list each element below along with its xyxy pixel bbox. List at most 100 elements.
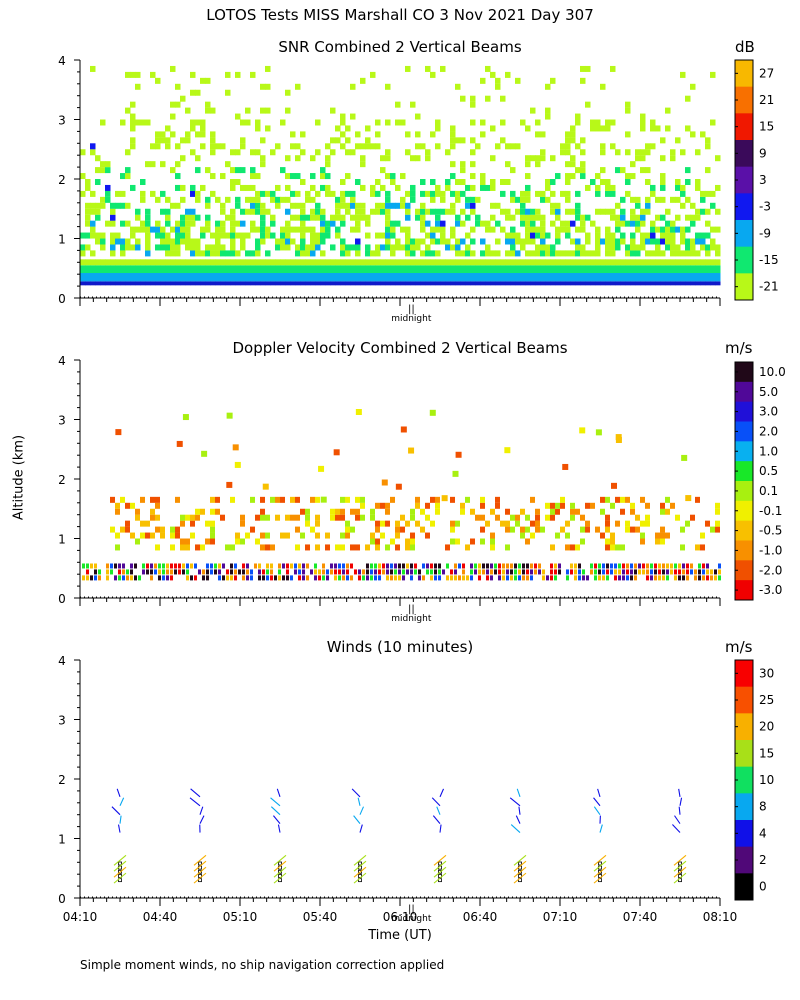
snr-cell: [285, 220, 291, 227]
snr-cell: [385, 273, 391, 282]
snr-cell: [705, 281, 711, 286]
snr-cell: [350, 113, 356, 120]
snr-cell: [150, 226, 156, 233]
snr-cell: [320, 226, 326, 233]
velocity-cell: [526, 569, 529, 575]
snr-cell: [560, 143, 566, 150]
velocity-cell: [210, 538, 215, 545]
snr-cell: [675, 273, 681, 282]
velocity-cell: [385, 544, 390, 551]
wind-barb: [510, 824, 521, 833]
snr-cell: [265, 265, 271, 274]
snr-cell: [285, 208, 291, 215]
snr-cell: [250, 220, 256, 227]
snr-cell: [560, 220, 566, 227]
snr-cell: [435, 226, 441, 233]
snr-cell: [205, 244, 211, 251]
snr-cell: [525, 208, 531, 215]
snr-cell: [455, 265, 461, 274]
snr-cell: [295, 244, 301, 251]
snr-cell: [515, 143, 521, 150]
snr-cell: [360, 77, 366, 84]
snr-cell: [515, 232, 521, 239]
snr-cell: [585, 273, 591, 282]
snr-cell: [90, 265, 96, 274]
snr-cell: [430, 226, 436, 233]
snr-cell: [595, 119, 601, 126]
snr-cell: [535, 155, 541, 162]
snr-cell: [235, 220, 241, 227]
snr-cell: [575, 273, 581, 282]
snr-cell: [590, 125, 596, 132]
velocity-cell: [510, 569, 513, 575]
velocity-cell: [255, 514, 260, 521]
wind-barb: [119, 815, 122, 824]
snr-cell: [505, 179, 511, 185]
velocity-cell: [230, 544, 235, 551]
velocity-cell: [538, 569, 541, 575]
snr-cell: [515, 250, 521, 257]
snr-cell: [620, 167, 626, 174]
snr-cell: [445, 273, 451, 282]
snr-cell: [255, 281, 261, 286]
velocity-cell: [380, 502, 385, 509]
velocity-cell: [555, 532, 560, 539]
velocity-cell: [158, 563, 161, 569]
snr-cell: [120, 259, 126, 266]
snr-cell: [695, 281, 701, 286]
snr-cell: [665, 259, 671, 266]
velocity-cell: [118, 569, 121, 575]
velocity-cell: [98, 575, 101, 581]
snr-cell: [450, 226, 456, 233]
snr-cell: [630, 208, 636, 215]
snr-cell: [440, 259, 446, 266]
snr-cell: [255, 190, 261, 197]
velocity-cell: [265, 544, 270, 551]
velocity-cell: [605, 514, 610, 521]
snr-cell: [495, 238, 501, 245]
snr-cell: [115, 281, 121, 286]
snr-cell: [190, 265, 196, 274]
snr-cell: [145, 250, 151, 257]
velocity-cell: [506, 563, 509, 569]
snr-cell: [275, 259, 281, 266]
snr-cell: [410, 196, 416, 203]
snr-cell: [190, 220, 196, 227]
velocity-cell: [350, 575, 353, 581]
snr-cell: [180, 95, 186, 102]
snr-cell: [640, 113, 646, 120]
snr-cell: [455, 190, 461, 197]
snr-cell: [105, 196, 111, 203]
velocity-cell: [550, 544, 555, 551]
snr-cell: [600, 143, 606, 150]
snr-cell: [345, 202, 351, 209]
snr-cell: [145, 232, 151, 239]
snr-cell: [240, 273, 246, 282]
velocity-cell: [290, 496, 295, 503]
snr-cell: [545, 232, 551, 239]
velocity-cell: [574, 575, 577, 581]
snr-cell: [90, 259, 96, 266]
velocity-cell: [110, 563, 113, 569]
velocity-cell: [681, 454, 688, 461]
wind-point: [518, 861, 522, 866]
snr-cell: [165, 259, 171, 266]
snr-cell: [110, 214, 116, 221]
snr-cell: [255, 265, 261, 274]
snr-cell: [470, 238, 476, 245]
snr-cell: [110, 220, 116, 227]
snr-cell: [325, 232, 331, 239]
velocity-cell: [450, 496, 455, 503]
velocity-cell: [318, 575, 321, 581]
velocity-cell: [435, 508, 440, 515]
snr-cell: [180, 196, 186, 203]
velocity-cell: [535, 508, 540, 515]
snr-cell: [240, 259, 246, 266]
snr-cell: [400, 196, 406, 203]
snr-cell: [615, 281, 621, 286]
velocity-cell: [645, 502, 650, 509]
snr-cell: [715, 250, 721, 257]
snr-cell: [470, 95, 476, 102]
snr-cell: [500, 259, 506, 266]
snr-cell: [475, 273, 481, 282]
